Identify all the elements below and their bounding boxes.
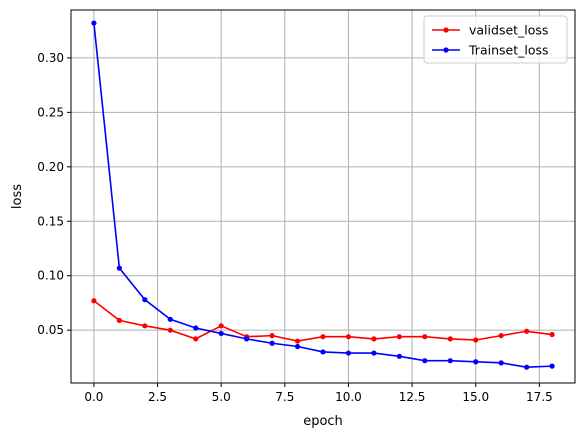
legend-marker-validset_loss bbox=[443, 27, 449, 33]
data-point-validset_loss bbox=[294, 338, 301, 344]
y-tick-label: 0.25 bbox=[37, 105, 64, 119]
data-point-Trainset_loss bbox=[473, 359, 479, 365]
x-tick-label: 7.5 bbox=[275, 390, 294, 404]
data-point-Trainset_loss bbox=[167, 316, 173, 322]
legend-label-validset_loss: validset_loss bbox=[469, 23, 548, 38]
x-tick-label: 17.5 bbox=[526, 390, 553, 404]
data-point-validset_loss bbox=[371, 336, 377, 342]
x-tick-label: 10.0 bbox=[335, 390, 362, 404]
data-point-validset_loss bbox=[142, 323, 148, 329]
x-tick-label: 5.0 bbox=[212, 390, 231, 404]
data-point-validset_loss bbox=[91, 298, 97, 304]
y-tick-label: 0.30 bbox=[37, 51, 64, 65]
data-point-validset_loss bbox=[447, 336, 453, 342]
legend-box bbox=[423, 15, 568, 64]
data-point-validset_loss bbox=[116, 317, 122, 323]
x-tick-label: 15.0 bbox=[462, 390, 489, 404]
data-point-validset_loss bbox=[218, 323, 224, 329]
data-point-validset_loss bbox=[396, 334, 402, 340]
y-tick-label: 0.10 bbox=[37, 269, 64, 283]
data-point-validset_loss bbox=[549, 331, 555, 338]
legend-label-Trainset_loss: Trainset_loss bbox=[468, 43, 549, 58]
data-point-validset_loss bbox=[167, 327, 173, 333]
data-point-Trainset_loss bbox=[396, 353, 402, 359]
x-axis-label: epoch bbox=[303, 414, 343, 429]
data-point-Trainset_loss bbox=[142, 297, 148, 303]
data-point-validset_loss bbox=[473, 337, 479, 343]
y-tick-label: 0.20 bbox=[37, 160, 64, 174]
series-layer bbox=[91, 20, 555, 370]
x-tick-label: 12.5 bbox=[399, 390, 426, 404]
y-axis-label: loss bbox=[10, 184, 25, 209]
data-point-Trainset_loss bbox=[91, 20, 97, 26]
data-point-Trainset_loss bbox=[294, 343, 301, 350]
data-point-validset_loss bbox=[320, 334, 326, 340]
y-tick-label: 0.05 bbox=[37, 323, 64, 337]
legend: validset_loss Trainset_loss bbox=[423, 15, 568, 64]
data-point-Trainset_loss bbox=[549, 363, 555, 369]
x-tick-label: 2.5 bbox=[148, 390, 167, 404]
data-point-validset_loss bbox=[422, 334, 428, 340]
data-point-validset_loss bbox=[345, 334, 352, 340]
data-point-Trainset_loss bbox=[320, 349, 326, 355]
axis-ticks: 0.0 2.5 5.0 7.5 10.0 12.5 15.0 17.5 0.05 0.10 0.15… bbox=[37, 51, 552, 404]
data-point-Trainset_loss bbox=[422, 358, 428, 364]
x-tick-label: 0.0 bbox=[84, 390, 103, 404]
y-tick-label: 0.15 bbox=[37, 214, 64, 228]
data-point-Trainset_loss bbox=[524, 364, 530, 370]
data-point-Trainset_loss bbox=[345, 350, 352, 356]
data-point-Trainset_loss bbox=[244, 336, 250, 342]
data-point-Trainset_loss bbox=[498, 360, 504, 366]
data-point-validset_loss bbox=[498, 333, 504, 339]
data-point-validset_loss bbox=[524, 328, 530, 334]
data-point-validset_loss bbox=[269, 333, 275, 339]
data-point-Trainset_loss bbox=[269, 340, 275, 346]
data-point-validset_loss bbox=[193, 336, 199, 342]
legend-marker-Trainset_loss bbox=[443, 47, 449, 53]
data-point-Trainset_loss bbox=[371, 350, 377, 356]
data-point-Trainset_loss bbox=[218, 330, 224, 337]
data-point-Trainset_loss bbox=[116, 265, 122, 271]
data-point-Trainset_loss bbox=[447, 358, 453, 364]
plot-frame bbox=[70, 9, 576, 384]
data-point-Trainset_loss bbox=[193, 325, 199, 331]
